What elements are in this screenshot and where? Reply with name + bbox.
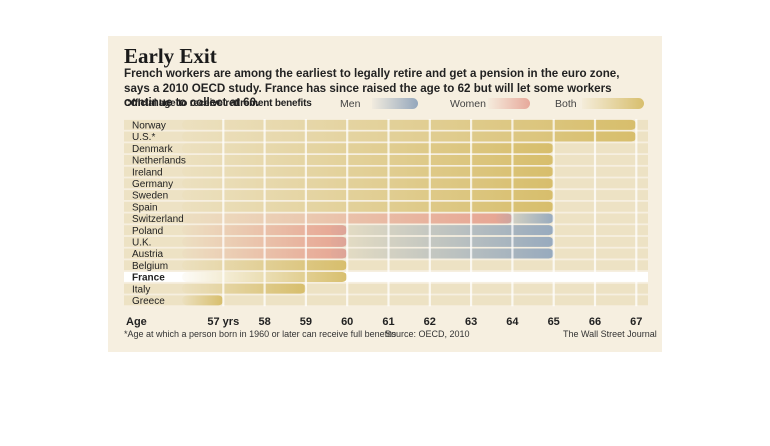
bar-both-ireland (182, 166, 554, 177)
chart-label: Official age to receive retirement benef… (124, 98, 312, 109)
country-label-belgium: Belgium (132, 261, 168, 272)
bar-both-sweden (182, 190, 554, 201)
row-band-belgium (124, 260, 648, 271)
tick-label-61: 61 (382, 316, 394, 328)
source-note: Source: OECD, 2010 (385, 329, 470, 339)
row-band-greece (124, 295, 648, 306)
country-label-greece: Greece (132, 296, 165, 307)
bar-both-u-s (182, 131, 637, 142)
bar-both-netherlands (182, 154, 554, 165)
legend-both-swatch (582, 98, 644, 109)
tick-label-63: 63 (465, 316, 477, 328)
tick-label-60: 60 (341, 316, 353, 328)
bar-both-greece (182, 295, 224, 306)
bar-both-germany (182, 178, 554, 189)
chart-title: Early Exit (124, 44, 217, 68)
tick-label-67: 67 (630, 316, 642, 328)
bar-both-denmark (182, 143, 554, 154)
bar-both-norway (182, 119, 637, 130)
x-axis-title: Age (126, 316, 147, 328)
country-label-u-k: U.K. (132, 237, 151, 248)
legend-men-label: Men (340, 98, 361, 110)
country-label-italy: Italy (132, 284, 150, 295)
row-band-france (124, 272, 648, 282)
tick-label-59: 59 (300, 316, 312, 328)
country-label-sweden: Sweden (132, 191, 168, 202)
country-label-france: France (132, 273, 165, 284)
row-band-italy (124, 283, 648, 294)
country-label-switzerland: Switzerland (132, 214, 184, 225)
tick-label-62: 62 (424, 316, 436, 328)
legend-men-swatch (372, 98, 418, 109)
bar-men-austria (330, 248, 554, 259)
legend-women-label: Women (450, 98, 486, 110)
bar-both-italy (182, 283, 306, 294)
tick-label-57: 57 yrs (207, 316, 239, 328)
credit-note: The Wall Street Journal (563, 329, 657, 339)
bar-men-switzerland (495, 213, 554, 224)
bar-men-poland (330, 225, 554, 236)
country-label-poland: Poland (132, 226, 163, 237)
legend-women-swatch (488, 98, 530, 109)
country-label-ireland: Ireland (132, 167, 163, 178)
footnote: *Age at which a person born in 1960 or l… (124, 329, 397, 339)
country-label-austria: Austria (132, 249, 164, 260)
chart-subtitle: French workers are among the earliest to… (124, 67, 620, 109)
country-label-norway: Norway (132, 120, 166, 131)
tick-label-58: 58 (258, 316, 270, 328)
bar-men-u-k (330, 236, 554, 247)
country-label-u-s: U.S.* (132, 132, 155, 143)
country-label-netherlands: Netherlands (132, 156, 186, 167)
bar-both-spain (182, 201, 554, 212)
country-label-spain: Spain (132, 202, 158, 213)
tick-label-66: 66 (589, 316, 601, 328)
tick-label-65: 65 (548, 316, 560, 328)
country-label-denmark: Denmark (132, 144, 174, 155)
tick-label-64: 64 (506, 316, 519, 328)
legend-both-label: Both (555, 98, 577, 110)
country-label-germany: Germany (132, 179, 173, 190)
